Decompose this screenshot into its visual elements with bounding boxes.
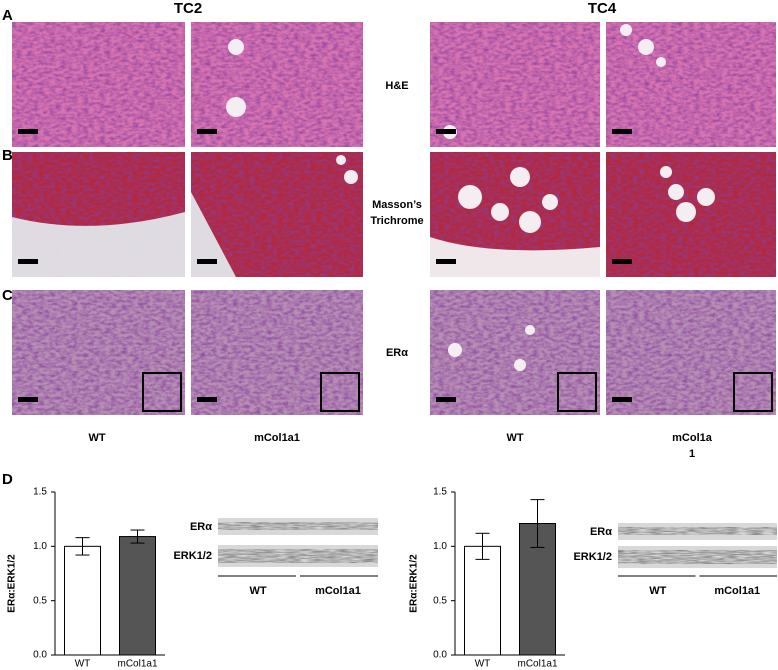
- adipocyte: [668, 184, 684, 200]
- adipocyte: [514, 359, 526, 371]
- y-tick-label: 0.0: [433, 650, 447, 661]
- panel-label: C: [2, 287, 13, 304]
- x-tick-label: mCol1a1: [517, 659, 557, 670]
- stain-label: ERα: [386, 347, 408, 359]
- blot-group-label: WT: [649, 585, 666, 597]
- y-tick-label: 1.5: [433, 487, 447, 498]
- connective-tissue: [191, 192, 236, 277]
- bar: [64, 545, 101, 656]
- blot-label: ERα: [190, 521, 212, 533]
- adipocyte: [660, 166, 672, 178]
- micrograph-texture: [606, 22, 776, 147]
- connective-tissue: [12, 212, 185, 277]
- stain-label: Masson’s: [372, 199, 422, 211]
- scale-bar: [436, 129, 456, 134]
- genotype-label: 1: [689, 448, 695, 460]
- adipocyte: [448, 343, 462, 357]
- adipocyte: [458, 185, 482, 209]
- blot-label: ERK1/2: [573, 551, 612, 563]
- micrograph-texture: [606, 290, 776, 415]
- bar: [119, 536, 156, 656]
- micrograph-texture: [12, 22, 185, 147]
- y-tick-label: 0.5: [33, 595, 47, 606]
- panel-label: D: [2, 471, 13, 488]
- scale-bar: [197, 129, 217, 134]
- x-tick-label: mCol1a1: [117, 659, 157, 670]
- y-tick-label: 1.0: [433, 541, 447, 552]
- blot-group-label: mCol1a1: [315, 585, 361, 597]
- scale-bar: [197, 397, 217, 402]
- genotype-label: mCol1a1: [254, 432, 300, 444]
- adipocyte: [676, 202, 696, 222]
- adipocyte: [638, 39, 654, 55]
- panel-label: A: [2, 7, 13, 24]
- adipocyte: [542, 194, 558, 210]
- adipocyte: [525, 325, 535, 335]
- adipocyte: [519, 211, 541, 233]
- y-tick-label: 0.5: [433, 595, 447, 606]
- scale-bar: [18, 259, 38, 264]
- adipocyte: [620, 24, 632, 36]
- blot-label: ERα: [590, 526, 612, 538]
- scale-bar: [612, 397, 632, 402]
- scale-bar: [18, 129, 38, 134]
- y-tick-label: 0.0: [33, 650, 47, 661]
- micrograph-texture: [191, 22, 363, 147]
- scale-bar: [436, 397, 456, 402]
- connective-tissue: [430, 237, 600, 277]
- blot-texture: [618, 550, 777, 564]
- micrograph-texture: [191, 290, 363, 415]
- y-axis-title: ERα:ERK1/2: [409, 554, 420, 613]
- column-title: TC4: [588, 0, 617, 17]
- stain-label: Trichrome: [370, 215, 423, 227]
- y-tick-label: 1.0: [33, 541, 47, 552]
- adipocyte: [344, 170, 358, 184]
- stain-label: H&E: [385, 80, 408, 92]
- y-tick-label: 1.5: [33, 487, 47, 498]
- inset: [142, 372, 182, 412]
- scale-bar: [612, 259, 632, 264]
- inset: [557, 372, 597, 412]
- adipocyte: [510, 167, 530, 187]
- x-tick-label: WT: [475, 659, 491, 670]
- micrograph-texture: [12, 290, 185, 415]
- blot-texture: [618, 527, 777, 535]
- adipocyte: [336, 155, 346, 165]
- inset: [320, 372, 360, 412]
- adipocyte: [656, 57, 666, 67]
- scale-bar: [197, 259, 217, 264]
- blot-group-label: WT: [249, 585, 266, 597]
- column-title: TC2: [174, 0, 202, 17]
- x-tick-label: WT: [75, 659, 91, 670]
- bar: [464, 545, 501, 656]
- adipocyte: [228, 39, 244, 55]
- inset: [733, 372, 773, 412]
- adipocyte: [697, 188, 715, 206]
- scale-bar: [436, 259, 456, 264]
- scale-bar: [612, 129, 632, 134]
- adipocyte: [491, 203, 509, 221]
- micrograph-texture: [430, 22, 600, 147]
- scale-bar: [18, 397, 38, 402]
- y-axis-title: ERα:ERK1/2: [7, 554, 18, 613]
- blot-texture: [218, 549, 378, 563]
- adipocyte: [226, 97, 246, 117]
- blot-group-label: mCol1a1: [714, 585, 760, 597]
- genotype-label: WT: [506, 432, 523, 444]
- panel-label: B: [2, 147, 13, 164]
- genotype-label: mCol1a: [672, 432, 713, 444]
- blot-label: ERK1/2: [173, 550, 212, 562]
- genotype-label: WT: [88, 432, 105, 444]
- blot-texture: [218, 522, 378, 530]
